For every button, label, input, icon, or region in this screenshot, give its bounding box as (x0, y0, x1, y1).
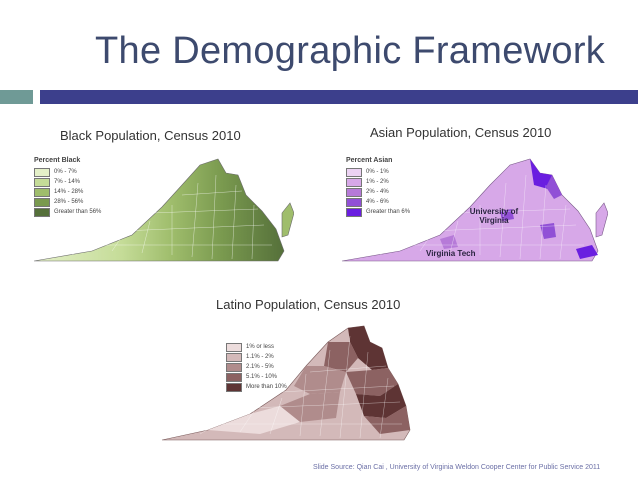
legend-swatch (226, 342, 242, 352)
legend-swatch (346, 167, 362, 177)
legend-item: 2.1% - 5% (246, 364, 274, 370)
black-legend-title: Percent Black (34, 157, 81, 164)
asian-map-label: Asian Population, Census 2010 (370, 125, 552, 140)
legend-swatch (226, 372, 242, 382)
legend-swatch (34, 197, 50, 207)
legend-item: 28% - 56% (54, 199, 84, 205)
legend-item: 1.1% - 2% (246, 354, 274, 360)
black-map-label: Black Population, Census 2010 (60, 128, 241, 143)
virginia-tech-annotation: Virginia Tech (426, 249, 476, 258)
legend-item: 1% or less (246, 344, 275, 350)
latino-map-label: Latino Population, Census 2010 (216, 297, 401, 312)
legend-item: Greater than 6% (366, 209, 411, 215)
slide-title: The Demographic Framework (95, 30, 606, 72)
title-divider-bar (40, 90, 638, 104)
legend-swatch (226, 362, 242, 372)
legend-swatch (346, 197, 362, 207)
legend-item: 2% - 4% (366, 189, 389, 195)
legend-item: 1% - 2% (366, 179, 389, 185)
uva-annotation: University of Virginia (469, 207, 519, 225)
legend-item: 14% - 28% (54, 189, 84, 195)
latino-legend: 1% or less 1.1% - 2% 2.1% - 5% 5.1% - 10… (226, 342, 287, 392)
legend-item: 7% - 14% (54, 179, 81, 185)
title-accent-bar (0, 90, 33, 104)
legend-swatch (34, 207, 50, 217)
slide-source: Slide Source: Qian Cai , University of V… (313, 464, 601, 471)
legend-swatch (34, 167, 50, 177)
legend-item: Greater than 56% (54, 209, 102, 215)
legend-swatch (226, 352, 242, 362)
legend-swatch (226, 382, 242, 392)
legend-swatch (346, 207, 362, 217)
legend-swatch (346, 177, 362, 187)
legend-item: 4% - 6% (366, 199, 389, 205)
legend-item: 0% - 1% (366, 169, 389, 175)
black-population-map: Percent Black 0% - 7% 7% - 14% 14% - 28%… (32, 155, 295, 267)
legend-item: 0% - 7% (54, 169, 77, 175)
legend-swatch (346, 187, 362, 197)
legend-item: More than 10% (246, 384, 287, 390)
legend-swatch (34, 177, 50, 187)
legend-swatch (34, 187, 50, 197)
latino-population-map: 1% or less 1.1% - 2% 2.1% - 5% 5.1% - 10… (160, 322, 416, 448)
black-legend: Percent Black 0% - 7% 7% - 14% 14% - 28%… (34, 157, 101, 217)
asian-legend-title: Percent Asian (346, 157, 393, 164)
asian-legend: Percent Asian 0% - 1% 1% - 2% 2% - 4% 4%… (346, 157, 410, 217)
asian-population-map: Percent Asian 0% - 1% 1% - 2% 2% - 4% 4%… (340, 155, 609, 267)
legend-item: 5.1% - 10% (246, 374, 278, 380)
